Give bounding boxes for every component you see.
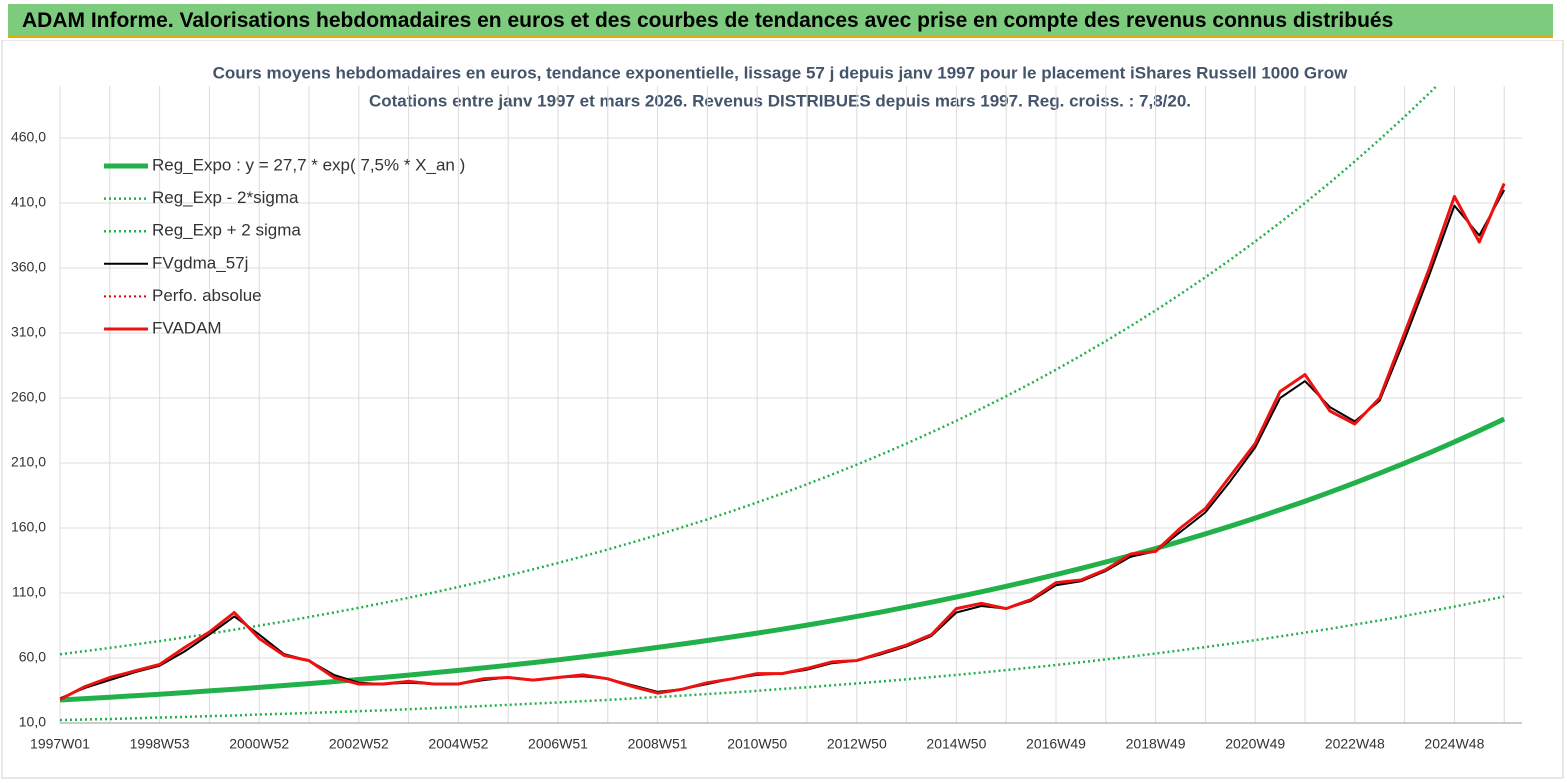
y-tick-label: 310,0 xyxy=(11,324,46,340)
y-tick-label: 110,0 xyxy=(12,584,46,600)
y-tick-label: 360,0 xyxy=(11,259,46,275)
legend-label: FVADAM xyxy=(152,318,222,337)
x-tick-label: 2006W51 xyxy=(528,736,588,752)
x-tick-label: 2014W50 xyxy=(926,736,986,752)
series-line xyxy=(60,595,1505,722)
y-tick-label: 10,0 xyxy=(19,714,46,730)
chart: Cours moyens hebdomadaires en euros, ten… xyxy=(1,40,1564,779)
series-line xyxy=(60,189,1506,700)
x-tick-label: 2016W49 xyxy=(1026,736,1086,752)
x-tick-label: 2000W52 xyxy=(229,736,289,752)
legend-label: Reg_Expo : y = 27,7 * exp( 7,5% * X_an ) xyxy=(152,155,465,174)
x-tick-label: 2018W49 xyxy=(1126,736,1186,752)
x-tick-label: 2024W48 xyxy=(1424,736,1484,752)
series-line xyxy=(60,182,1506,701)
x-tick-label: 2020W49 xyxy=(1225,736,1285,752)
chart-title: Cours moyens hebdomadaires en euros, ten… xyxy=(213,63,1348,82)
y-tick-label: 210,0 xyxy=(11,454,46,470)
legend-label: FVgdma_57j xyxy=(152,253,248,272)
x-tick-label: 1997W01 xyxy=(30,736,90,752)
x-tick-label: 2004W52 xyxy=(428,736,488,752)
legend-label: Reg_Exp - 2*sigma xyxy=(152,188,299,207)
x-tick-label: 2002W52 xyxy=(329,736,389,752)
y-tick-label: 410,0 xyxy=(11,194,46,210)
y-tick-label: 460,0 xyxy=(11,129,46,145)
legend-label: Perfo. absolue xyxy=(152,286,262,305)
y-tick-label: 260,0 xyxy=(11,389,46,405)
chart-frame xyxy=(1,40,1564,779)
x-tick-label: 2012W50 xyxy=(827,736,887,752)
x-tick-label: 2008W51 xyxy=(628,736,688,752)
legend-label: Reg_Exp + 2 sigma xyxy=(152,221,301,240)
banner-title: ADAM Informe. Valorisations hebdomadaire… xyxy=(8,4,1553,38)
x-tick-label: 1998W53 xyxy=(130,736,190,752)
plot-area xyxy=(60,86,1506,722)
series-line xyxy=(60,86,1439,656)
y-tick-label: 160,0 xyxy=(11,519,46,535)
x-tick-label: 2022W48 xyxy=(1325,736,1385,752)
series-line xyxy=(60,416,1506,703)
chart-subtitle: Cotations entre janv 1997 et mars 2026. … xyxy=(369,91,1191,110)
y-tick-label: 60,0 xyxy=(19,649,46,665)
x-tick-label: 2010W50 xyxy=(727,736,787,752)
